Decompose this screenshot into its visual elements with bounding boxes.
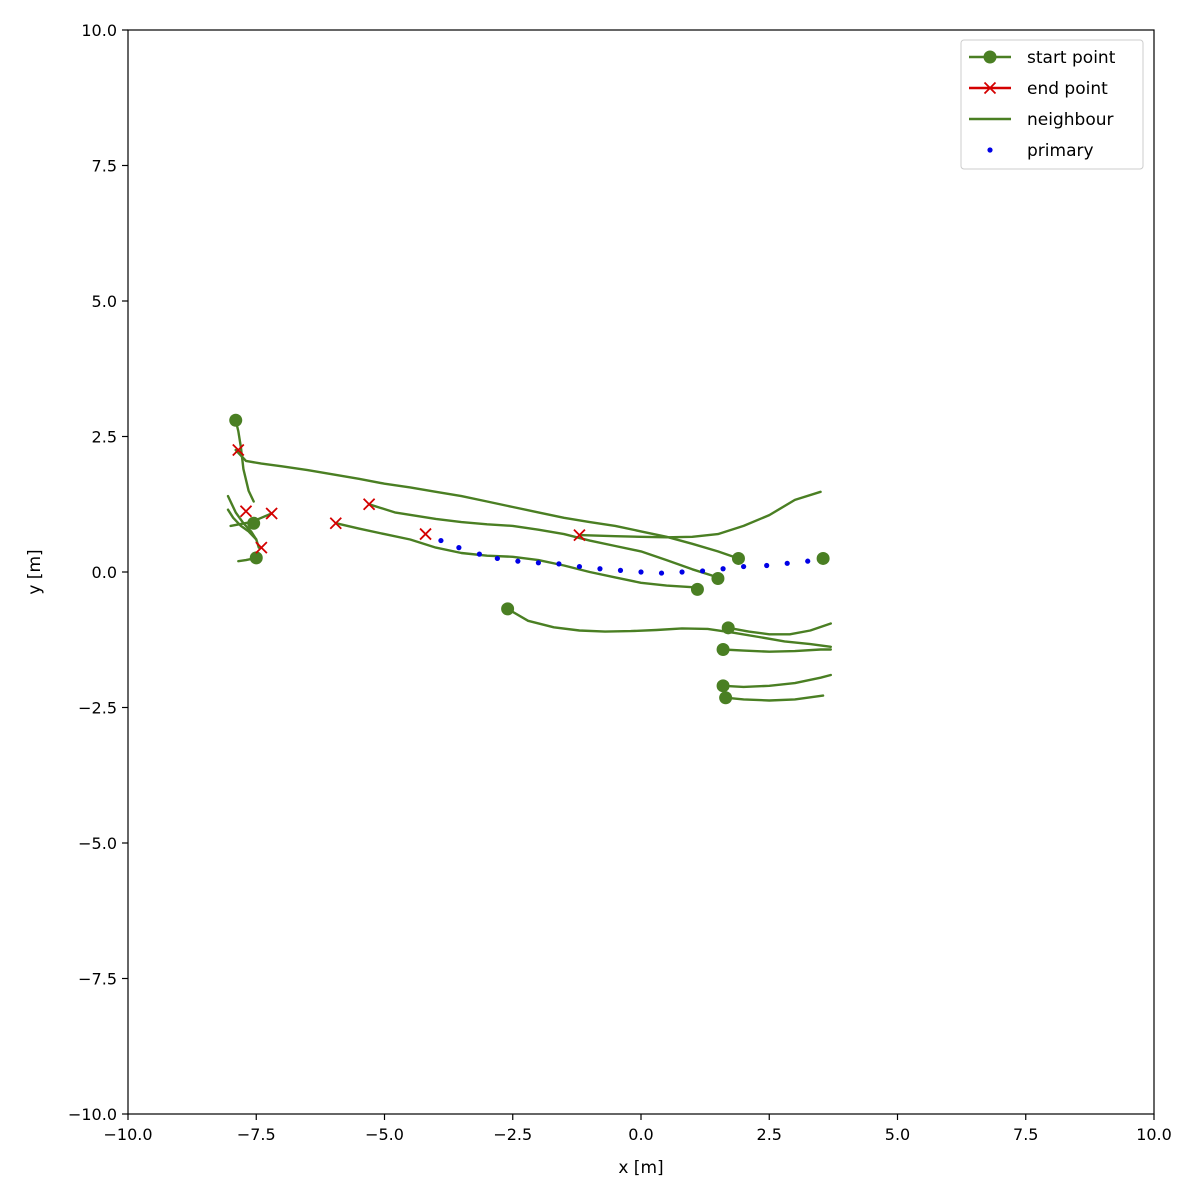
end-point-marker [329, 517, 342, 530]
legend-label: primary [1027, 141, 1094, 161]
y-axis-ticks: −10.0 −7.5 −5.0 −2.5 0.0 2.5 5.0 7.5 10.0 [68, 21, 128, 1124]
legend-end-marker [983, 81, 997, 95]
legend-label: start point [1027, 48, 1116, 68]
y-tick-label: −10.0 [68, 1105, 117, 1124]
primary-point [741, 563, 747, 570]
neighbour-line [226, 494, 260, 549]
start-point-marker [719, 691, 733, 705]
primary-point [720, 566, 726, 572]
neighbour-line [506, 607, 832, 648]
primary-point [638, 569, 644, 575]
primary-point [556, 561, 562, 567]
primary-point [515, 558, 521, 564]
primary-point [679, 569, 685, 575]
primary-point [438, 537, 444, 544]
neighbour-line [721, 673, 832, 689]
primary-point [535, 560, 542, 566]
x-tick-label: 5.0 [885, 1125, 910, 1144]
end-point-marker [232, 443, 245, 457]
primary-point [494, 555, 500, 562]
start-point-marker [690, 582, 704, 596]
y-tick-label: −5.0 [78, 834, 117, 853]
neighbour-line [334, 522, 699, 591]
y-axis-label: y [m] [25, 549, 45, 594]
primary-point [784, 560, 790, 566]
y-tick-label: 0.0 [92, 563, 117, 582]
start-point-marker [229, 413, 243, 427]
data-series [226, 413, 832, 705]
x-axis-label: x [m] [618, 1158, 663, 1178]
legend-start-marker [983, 50, 997, 64]
y-tick-label: 7.5 [92, 157, 117, 176]
x-tick-label: −7.5 [237, 1125, 276, 1144]
primary-point [699, 568, 706, 574]
end-point-marker [239, 505, 253, 518]
x-tick-label: 10.0 [1136, 1125, 1172, 1144]
start-point-marker [501, 602, 515, 616]
primary-point [805, 558, 811, 564]
y-tick-label: −7.5 [78, 970, 117, 989]
legend-label: end point [1027, 79, 1108, 99]
start-point-marker [247, 516, 261, 530]
neighbour-line [721, 648, 832, 653]
y-tick-label: 2.5 [92, 428, 117, 447]
start-point-marker [716, 643, 730, 657]
start-point-marker [731, 551, 745, 565]
neighbour-line [234, 448, 740, 560]
primary-point [658, 570, 665, 576]
x-axis-ticks: −10.0 −7.5 −5.0 −2.5 0.0 2.5 5.0 7.5 10.0 [103, 1114, 1172, 1144]
primary-point [617, 567, 624, 573]
end-point-marker [419, 527, 432, 541]
x-tick-label: −2.5 [493, 1125, 532, 1144]
legend: start point end point neighbour primary [960, 39, 1144, 170]
start-point-marker [711, 572, 725, 586]
y-tick-label: −2.5 [78, 699, 117, 718]
primary-point [576, 563, 583, 570]
legend-label: neighbour [1027, 110, 1113, 130]
x-tick-label: 7.5 [1013, 1125, 1038, 1144]
neighbour-line [727, 622, 832, 636]
end-point-marker [362, 498, 376, 511]
y-tick-label: 10.0 [81, 21, 117, 40]
neighbour-line [367, 503, 720, 579]
x-tick-label: −5.0 [365, 1125, 404, 1144]
end-point-marker [573, 529, 586, 542]
neighbour-line [578, 490, 822, 539]
y-tick-label: 5.0 [92, 292, 117, 311]
start-point-marker [816, 551, 830, 565]
primary-point [597, 566, 603, 572]
end-point-marker [265, 507, 278, 520]
primary-point [764, 562, 770, 569]
primary-point [456, 545, 462, 551]
legend-primary-marker [987, 147, 993, 153]
primary-point [476, 551, 483, 557]
start-point-marker [249, 551, 263, 565]
x-tick-label: 0.0 [628, 1125, 653, 1144]
legend-box [960, 39, 1144, 170]
end-point-marker [255, 541, 268, 554]
neighbour-line [234, 419, 255, 503]
neighbour-line [724, 694, 825, 702]
start-point-marker [716, 679, 730, 693]
start-point-marker [721, 621, 735, 635]
x-tick-label: −10.0 [103, 1125, 152, 1144]
x-tick-label: 2.5 [757, 1125, 782, 1144]
neighbour-line [226, 508, 258, 541]
